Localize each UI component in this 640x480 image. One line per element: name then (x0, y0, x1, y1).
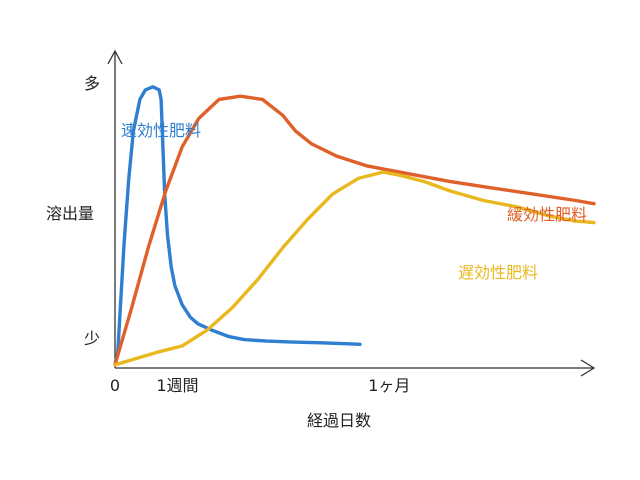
series-2-line (113, 94, 596, 367)
y-tick-high: 多 (84, 74, 100, 93)
x-tick-label: 1週間 (156, 376, 198, 395)
series-3-label: 遅効性肥料 (458, 263, 538, 282)
y-axis-label: 溶出量 (46, 204, 94, 223)
y-axis-arrowhead (107, 49, 123, 65)
series-3-line (113, 170, 596, 367)
y-tick-low: 少 (84, 329, 100, 348)
series-1-label: 速効性肥料 (121, 121, 201, 140)
x-tick-label: 0 (110, 376, 120, 395)
x-axis-arrowhead (580, 359, 596, 377)
x-axis-label: 経過日数 (307, 411, 371, 430)
series-1-line (113, 85, 362, 367)
series-2-label: 緩効性肥料 (507, 205, 587, 224)
x-tick-label: 1ヶ月 (368, 376, 410, 395)
axes (107, 49, 596, 377)
